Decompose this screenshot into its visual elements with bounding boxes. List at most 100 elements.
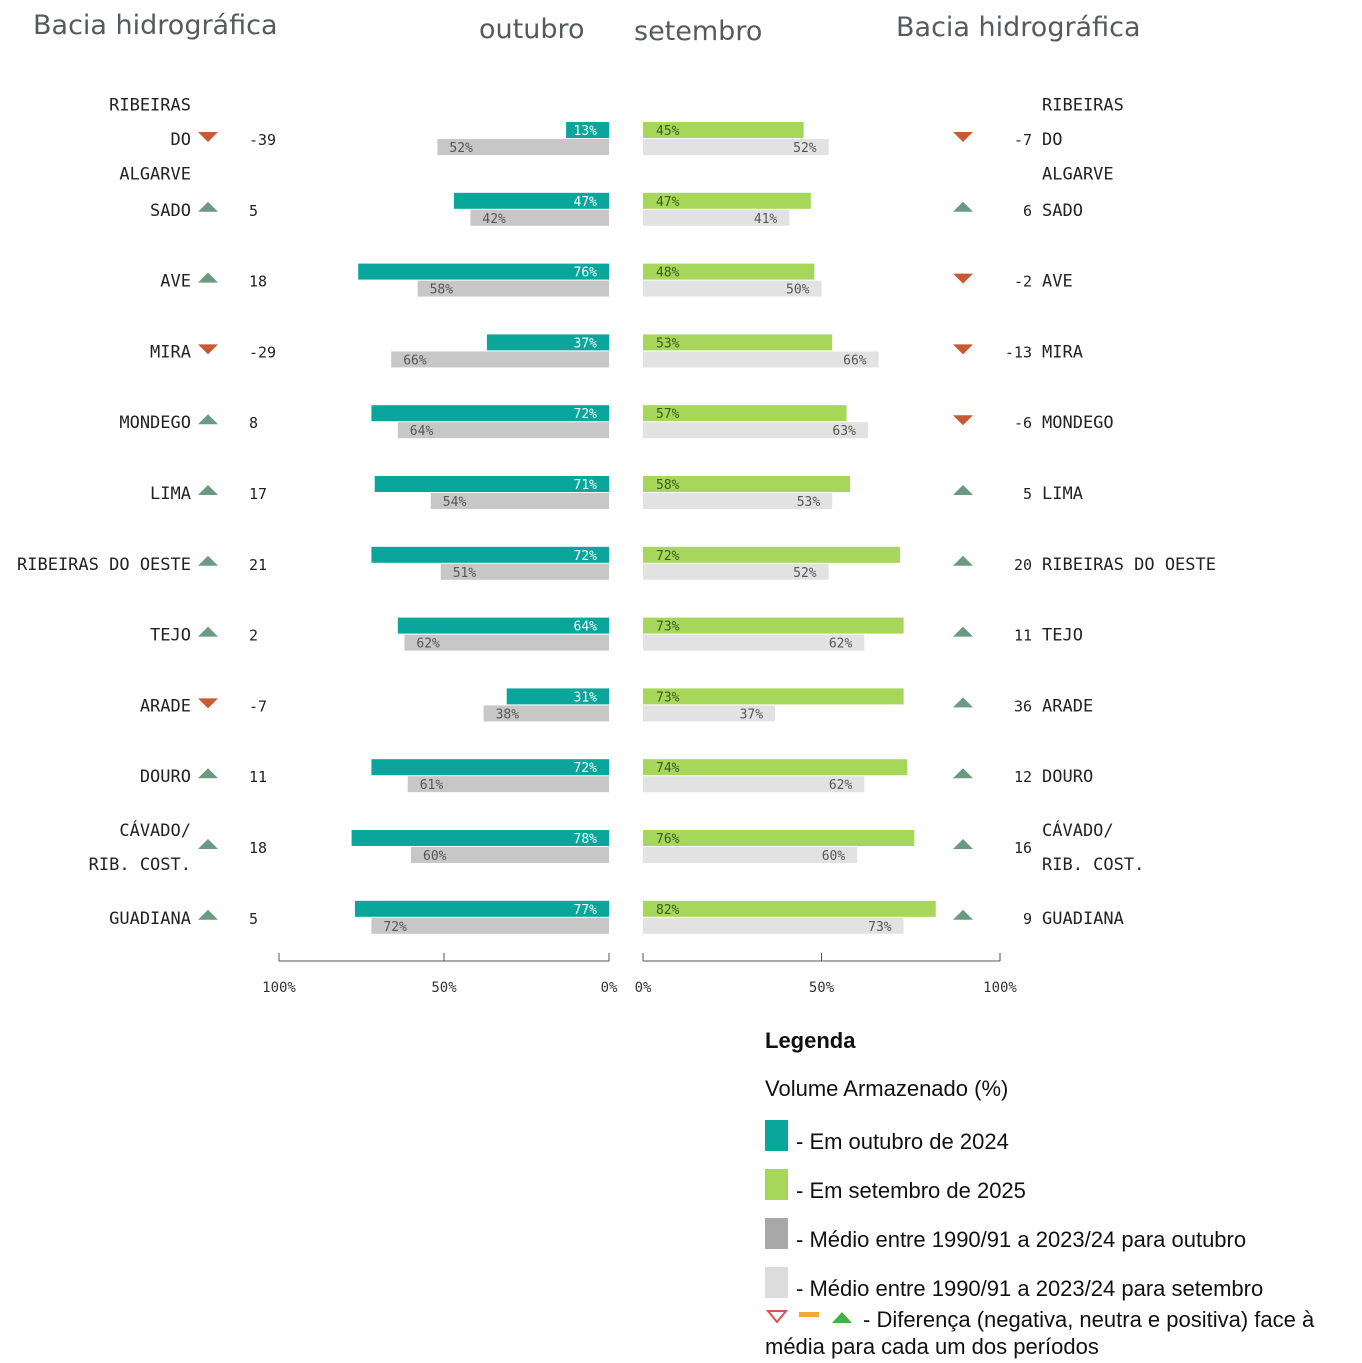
label-oct-ave: 76% <box>574 266 598 281</box>
legend-subtitle: Volume Armazenado (%) <box>765 1076 1009 1101</box>
oct-diff-arade-down-arrow-icon <box>198 698 218 709</box>
bar-oct-guadiana <box>354 900 609 917</box>
legend-indicator-text-1: - Diferença (negativa, neutra e positiva… <box>863 1307 1315 1332</box>
bar-sep-avg-ribeiras-do-algarve <box>643 139 829 155</box>
label-oct-avg-arade: 38% <box>496 707 520 722</box>
sep-diff-tejo: 11 <box>1014 627 1032 645</box>
oct-diff-guadiana: 5 <box>249 910 258 928</box>
basin-label-left-ribeiras-do-algarve-1: DO <box>171 130 191 150</box>
sep-diff-mira: -13 <box>1005 343 1032 361</box>
sep-diff-lima: 5 <box>1023 485 1032 503</box>
bar-oct-sado <box>453 192 609 209</box>
basin-label-left-ribeiras-do-algarve-0: RIBEIRAS <box>109 96 191 116</box>
bar-oct-avg-ribeiras-do-oeste <box>440 563 609 580</box>
left-tick-label-0: 0% <box>601 980 618 996</box>
sep-diff-c-vado-rib-cost-up-arrow-icon <box>953 839 973 849</box>
october-header: outubro <box>479 14 585 45</box>
right-tick-label-50: 50% <box>809 980 835 996</box>
label-sep-avg-sado: 41% <box>754 212 778 227</box>
label-oct-avg-ribeiras-do-oeste: 51% <box>453 566 477 581</box>
label-sep-guadiana: 82% <box>656 903 680 918</box>
bar-sep-guadiana <box>643 900 936 917</box>
basin-label-right-c-vado-rib-cost-0: CÁVADO/ <box>1042 819 1114 841</box>
oct-diff-ribeiras-do-oeste-up-arrow-icon <box>198 555 218 566</box>
label-oct-avg-ave: 58% <box>430 283 454 298</box>
basin-label-left-ribeiras-do-algarve-2: ALGARVE <box>119 165 191 185</box>
legend-swatch-september-average <box>765 1267 788 1298</box>
bar-oct-avg-mondego <box>397 422 609 439</box>
sep-diff-douro-up-arrow-icon <box>953 768 973 779</box>
basin-label-right-sado-0: SADO <box>1042 201 1083 221</box>
sep-diff-mondego-down-arrow-icon <box>953 415 973 426</box>
bar-oct-avg-arade <box>483 705 609 722</box>
oct-diff-douro: 11 <box>249 768 267 786</box>
legend-swatch-october <box>765 1120 788 1151</box>
label-oct-avg-mondego: 64% <box>410 424 434 439</box>
legend-label-october: - Em outubro de 2024 <box>796 1129 1009 1154</box>
bar-sep-avg-ave <box>643 280 822 297</box>
oct-diff-arade: -7 <box>249 697 267 715</box>
label-oct-avg-tejo: 62% <box>416 637 440 652</box>
label-sep-mira: 53% <box>656 336 680 351</box>
indicator-icons <box>765 1308 857 1335</box>
left-tick-label-100: 100% <box>262 980 296 996</box>
legend-title: Legenda <box>765 1028 856 1053</box>
label-oct-avg-lima: 54% <box>443 495 467 510</box>
bar-oct-tejo <box>397 617 609 634</box>
oct-diff-ave: 18 <box>249 273 267 291</box>
oct-diff-c-vado-rib-cost-up-arrow-icon <box>198 839 218 849</box>
bar-oct-ribeiras-do-oeste <box>371 546 609 563</box>
sep-diff-arade-up-arrow-icon <box>953 697 973 708</box>
label-sep-avg-tejo: 62% <box>829 637 853 652</box>
legend-label-september-average: - Médio entre 1990/91 a 2023/24 para set… <box>796 1276 1264 1301</box>
basin-label-right-ribeiras-do-oeste-0: RIBEIRAS DO OESTE <box>1042 555 1216 575</box>
basin-label-right-mondego-0: MONDEGO <box>1042 413 1114 433</box>
basin-label-right-arade-0: ARADE <box>1042 696 1093 716</box>
label-oct-avg-ribeiras-do-algarve: 52% <box>449 141 473 156</box>
bar-oct-avg-ave <box>417 280 609 297</box>
label-oct-arade: 31% <box>574 690 598 705</box>
bar-oct-mondego <box>371 405 609 422</box>
bar-sep-avg-arade <box>643 705 776 722</box>
legend-swatch-september <box>765 1169 788 1200</box>
difference-indicators-icon <box>765 1310 852 1324</box>
label-sep-arade: 73% <box>656 690 680 705</box>
label-oct-lima: 71% <box>574 478 598 493</box>
sep-diff-guadiana: 9 <box>1023 910 1032 928</box>
bar-sep-c-vado-rib-cost <box>643 830 915 846</box>
label-oct-mondego: 72% <box>574 407 598 422</box>
bar-sep-avg-lima <box>643 493 833 509</box>
bar-sep-sado <box>643 192 811 209</box>
bar-oct-avg-guadiana <box>371 917 609 934</box>
basin-label-left-ribeiras-do-oeste-0: RIBEIRAS DO OESTE <box>17 555 191 575</box>
sep-diff-mira-down-arrow-icon <box>953 344 973 355</box>
bar-sep-tejo <box>643 617 904 634</box>
bar-sep-ribeiras-do-algarve <box>643 122 804 138</box>
oct-diff-mondego: 8 <box>249 414 258 432</box>
bar-sep-lima <box>643 476 851 492</box>
basin-label-right-guadiana-0: GUADIANA <box>1042 909 1124 929</box>
label-oct-guadiana: 77% <box>574 903 598 918</box>
oct-diff-tejo: 2 <box>249 627 258 645</box>
sep-diff-tejo-up-arrow-icon <box>953 626 973 637</box>
bar-oct-avg-tejo <box>404 634 609 651</box>
basin-label-left-mira-0: MIRA <box>150 342 191 362</box>
label-oct-sado: 47% <box>574 195 598 210</box>
basin-label-left-sado-0: SADO <box>150 201 191 221</box>
label-sep-avg-ave: 50% <box>786 283 810 298</box>
bar-oct-c-vado-rib-cost <box>351 830 609 846</box>
basin-label-right-ribeiras-do-algarve-2: ALGARVE <box>1042 165 1114 185</box>
sep-diff-douro: 12 <box>1014 768 1032 786</box>
label-sep-avg-ribeiras-do-oeste: 52% <box>793 566 817 581</box>
label-oct-c-vado-rib-cost: 78% <box>574 832 598 847</box>
oct-diff-douro-up-arrow-icon <box>198 768 218 779</box>
label-sep-lima: 58% <box>656 478 680 493</box>
label-oct-avg-douro: 61% <box>420 778 444 793</box>
label-sep-ribeiras-do-oeste: 72% <box>656 549 680 564</box>
legend-item-october-average: - Médio entre 1990/91 a 2023/24 para out… <box>765 1204 1362 1253</box>
bar-sep-avg-sado <box>643 209 790 226</box>
right-tick-label-0: 0% <box>635 980 652 996</box>
oct-diff-c-vado-rib-cost: 18 <box>249 839 267 857</box>
basin-label-left-mondego-0: MONDEGO <box>119 413 191 433</box>
sep-diff-sado-up-arrow-icon <box>953 201 973 212</box>
